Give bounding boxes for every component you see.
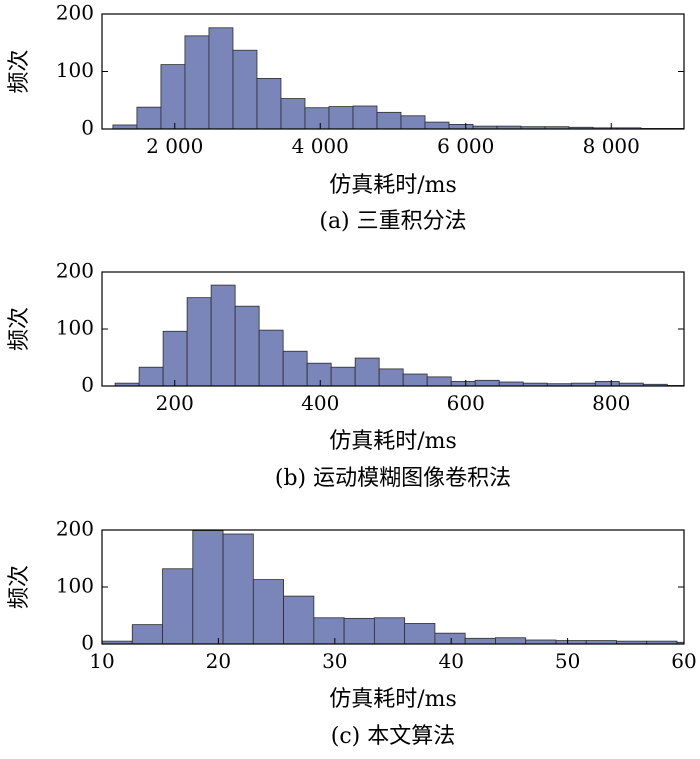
panel-a-bar (208, 27, 234, 130)
panel-b-caption: (b) 运动模糊图像卷积法 (275, 466, 511, 491)
panel-c: 0 100 200 10 20 30 40 50 60 频次 仿真耗时/ms (c) 本文算法 (7, 517, 697, 750)
panel-a-bar (424, 121, 450, 130)
panel-c-x-ticks: 10 20 30 40 50 60 (89, 638, 697, 673)
panel-b-x-ticks: 200 400 600 800 (156, 380, 630, 415)
panel-b-x-tick-label: 400 (301, 391, 339, 415)
panel-c-bar (373, 617, 406, 645)
panel-b-bar (306, 362, 332, 387)
panel-c-bar (495, 637, 527, 645)
panel-b-bar (330, 366, 356, 387)
panel-c-bar (343, 617, 375, 645)
panel-b-y-ticks: 0 100 200 (56, 259, 684, 397)
panel-a-bar (280, 98, 306, 130)
panel-a-bar (376, 111, 402, 130)
panel-b-bar (258, 329, 284, 387)
panel-b-bar (282, 350, 308, 387)
panel-b-bar (210, 284, 236, 387)
panel-c-bar (434, 632, 466, 645)
panel-c-y-ticks: 0 100 200 (56, 517, 684, 655)
panel-a-bar (304, 107, 330, 130)
panel-a-y-tick-label: 0 (81, 116, 94, 140)
panel-b: 0 100 200 200 400 600 800 频次 仿真耗时/ms (b) 运动模糊… (7, 259, 685, 491)
panel-b-bar (162, 330, 188, 387)
panel-b-x-tick-label: 200 (156, 391, 194, 415)
panel-c-caption: (c) 本文算法 (331, 724, 455, 749)
panel-b-bar (186, 297, 212, 387)
panel-c-bar (162, 568, 194, 645)
panel-a-bars (112, 27, 685, 130)
panel-c-x-tick-label: 30 (322, 649, 347, 673)
panel-c-y-tick-label: 0 (81, 631, 94, 655)
panel-b-bar (234, 305, 260, 387)
panel-a-y-axis-label: 频次 (7, 49, 32, 93)
panel-b-y-tick-label: 0 (81, 373, 94, 397)
panel-b-x-tick-label: 600 (447, 391, 485, 415)
panel-a-bar (160, 64, 186, 130)
panel-c-bars (101, 530, 685, 645)
panel-a-x-tick-label: 8 000 (583, 134, 640, 158)
panel-c-bar (192, 530, 224, 645)
panel-b-bars (114, 284, 685, 387)
panel-a-x-tick-label: 4 000 (292, 134, 349, 158)
panel-b-x-tick-label: 800 (592, 391, 630, 415)
panel-a-caption: (a) 三重积分法 (319, 209, 466, 234)
panel-c-bar (222, 533, 254, 645)
panel-a-bar (112, 124, 138, 130)
panel-b-bar (354, 357, 380, 387)
panel-c-x-axis-label: 仿真耗时/ms (329, 687, 457, 712)
panel-c-y-axis-label: 频次 (7, 565, 32, 609)
panel-b-bar (378, 368, 404, 387)
panel-b-bar (450, 381, 476, 387)
panel-c-x-tick-label: 10 (89, 649, 114, 673)
panel-b-y-tick-label: 100 (56, 316, 94, 340)
panel-a-x-tick-label: 6 000 (437, 134, 494, 158)
panel-c-bar (313, 617, 345, 645)
panel-a-bar (136, 106, 162, 130)
panel-a-x-ticks: 2 000 4 000 6 000 8 000 (146, 123, 640, 158)
panel-a-bar (328, 106, 354, 130)
panel-c-x-tick-label: 40 (438, 649, 463, 673)
panel-b-bar (402, 373, 428, 387)
panel-b-y-axis-label: 频次 (7, 307, 32, 351)
panel-c-x-tick-label: 20 (206, 649, 231, 673)
panel-c-y-tick-label: 100 (56, 574, 94, 598)
panel-c-y-tick-label: 200 (56, 517, 94, 541)
panel-c-bar (283, 595, 315, 645)
panel-c-x-tick-label: 50 (555, 649, 580, 673)
panel-c-bar (404, 623, 436, 645)
panel-a-y-tick-label: 100 (56, 58, 94, 82)
panel-a-bar (352, 105, 378, 130)
panel-c-x-tick-label: 60 (671, 649, 696, 673)
panel-a-y-tick-label: 200 (56, 1, 94, 25)
panel-b-bar (474, 379, 500, 387)
panel-a-bar (448, 124, 474, 130)
panel-b-bar (426, 376, 452, 387)
panel-b-y-tick-label: 200 (56, 259, 94, 283)
panel-b-bar (594, 381, 620, 387)
panel-b-x-axis-label: 仿真耗时/ms (329, 429, 457, 454)
panel-a-bar (256, 78, 282, 130)
panel-a-y-ticks: 0 100 200 (56, 1, 684, 140)
panel-a-bar (184, 35, 210, 130)
panel-c-bar (464, 637, 496, 645)
panel-a-bar (232, 49, 258, 130)
panel-b-bar (138, 366, 164, 387)
panel-c-bar (131, 624, 163, 645)
panel-a-x-axis-label: 仿真耗时/ms (329, 173, 457, 198)
panel-a-bar (400, 115, 426, 130)
panel-a-x-tick-label: 2 000 (146, 134, 203, 158)
panel-c-bar (252, 579, 284, 645)
